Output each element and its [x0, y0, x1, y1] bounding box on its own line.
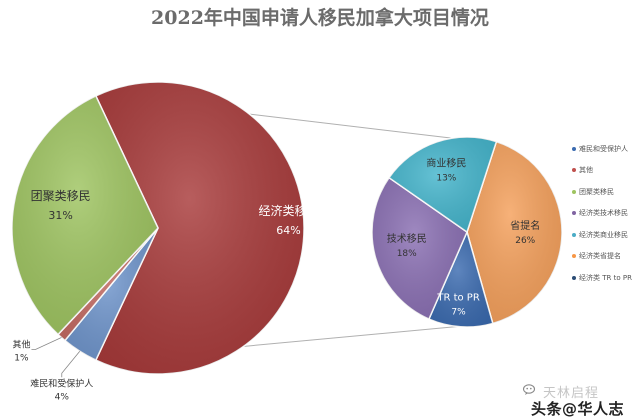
legend-label: 难民和受保护人: [579, 144, 628, 153]
pie-value-refugees: 4%: [55, 392, 70, 402]
legend-swatch: [572, 211, 576, 216]
secondary-pie-label-4: 商业移民: [426, 156, 466, 169]
legend-swatch: [572, 168, 576, 173]
pie-value-family: 31%: [48, 209, 72, 222]
legend-swatch: [572, 254, 576, 259]
legend-label: 其他: [579, 166, 593, 175]
legend-label: 经济类 TR to PR: [579, 273, 632, 282]
legend-swatch: [572, 232, 576, 237]
legend-item: 团聚类移民: [572, 181, 640, 203]
main-pie: [11, 81, 305, 375]
wechat-icon: [523, 384, 536, 395]
leader-line-other: [31, 337, 62, 350]
secondary-pie-value-2: 7%: [451, 307, 466, 317]
legend-item: 其他: [572, 160, 640, 182]
watermark: 天林启程 头条@华人志: [523, 382, 640, 418]
secondary-pie-value-3: 18%: [397, 249, 417, 259]
secondary-pie-label-1: 省提名: [510, 219, 540, 232]
chart-legend: 难民和受保护人 其他团聚类移民经济类技术移民 经济类商业移民 经济类省提名经济类 TR…: [572, 138, 640, 289]
pie-label-economic: 经济类移民: [259, 203, 319, 218]
pie-label-refugees: 难民和受保护人: [30, 377, 93, 389]
leader-line-refugees: [61, 351, 81, 378]
legend-item: 经济类省提名: [572, 246, 640, 268]
legend-label: 经济类技术移民: [579, 209, 628, 218]
secondary-pie-label-3: 技术移民: [387, 232, 427, 245]
legend-swatch: [572, 146, 576, 151]
watermark-main-text: 头条@华人志: [531, 400, 625, 418]
chart-title: 2022年中国申请人移民加拿大项目情况: [151, 6, 489, 29]
legend-label: 团聚类移民: [579, 187, 614, 196]
watermark-faint-text: 天林启程: [543, 386, 600, 401]
secondary-pie-label-2: TR to PR: [436, 292, 479, 303]
pie-value-economic: 64%: [276, 224, 300, 237]
pie-label-family: 团聚类移民: [31, 189, 91, 203]
legend-item: 难民和受保护人: [572, 138, 640, 160]
pie-labels: 经济类移民 64% 团聚类移民 31% 难民和受保护人 4% 其他 1% 省提名 26% TR to…: [12, 156, 540, 402]
legend-label: 经济类省提名: [579, 252, 621, 261]
legend-label: 经济类商业移民: [579, 230, 628, 239]
legend-item: 经济类商业移民: [572, 224, 640, 246]
legend-item: 经济类 TR to PR: [572, 267, 640, 289]
pie-label-other: 其他: [12, 339, 30, 351]
pie-value-other: 1%: [14, 354, 29, 364]
legend-swatch: [572, 189, 576, 194]
secondary-pie-value-1: 26%: [515, 236, 535, 246]
secondary-pie-value-4: 13%: [436, 173, 456, 183]
legend-swatch: [572, 275, 576, 280]
legend-item: 经济类技术移民: [572, 203, 640, 225]
